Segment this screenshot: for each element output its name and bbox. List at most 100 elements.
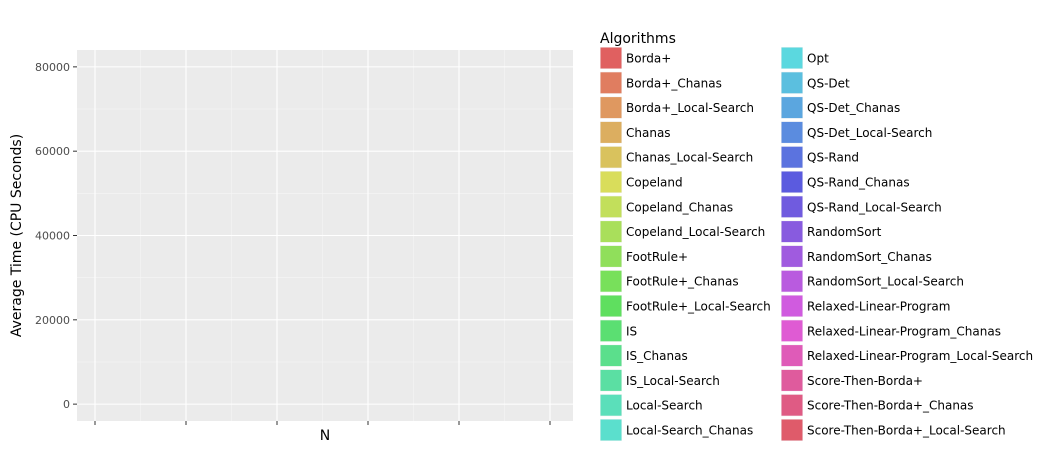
legend-label: FootRule+_Chanas	[626, 275, 739, 289]
legend-label: Score-Then-Borda+_Chanas	[807, 399, 974, 413]
legend-swatch	[600, 171, 622, 193]
legend-item: Local-Search_Chanas	[600, 419, 753, 441]
legend-swatch	[781, 221, 803, 243]
legend-label: Borda+	[626, 52, 671, 66]
legend-item: RandomSort_Chanas	[781, 245, 932, 268]
legend-swatch	[600, 345, 622, 367]
legend-item: IS_Local-Search	[600, 369, 720, 392]
legend-swatch	[600, 419, 622, 441]
y-tick-label: 40000	[35, 230, 70, 243]
legend-label: Copeland_Chanas	[626, 200, 733, 214]
legend-item: Score-Then-Borda+	[781, 369, 923, 392]
legend-item: RandomSort	[781, 220, 882, 243]
y-tick-label: 60000	[35, 145, 70, 158]
legend-label: Opt	[807, 52, 829, 66]
legend-title: Algorithms	[600, 31, 676, 47]
major-grid	[77, 50, 573, 421]
legend-label: Local-Search_Chanas	[626, 424, 753, 438]
legend-swatch	[781, 47, 803, 69]
legend: Algorithms Borda+ Borda+_Chanas Borda+_Loc…	[600, 31, 1033, 441]
legend-label: Relaxed-Linear-Program_Chanas	[807, 324, 1001, 338]
legend-swatch	[781, 245, 803, 267]
legend-swatch	[600, 295, 622, 317]
y-axis-title: Average Time (CPU Seconds)	[9, 134, 25, 337]
legend-label: Copeland	[626, 176, 683, 190]
x-axis	[94, 421, 551, 425]
legend-swatch	[781, 369, 803, 391]
legend-label: Relaxed-Linear-Program	[807, 300, 950, 314]
legend-item: QS-Rand_Chanas	[781, 171, 910, 193]
y-tick-label: 80000	[35, 61, 70, 74]
legend-swatch	[781, 295, 803, 317]
legend-item: Borda+_Local-Search	[600, 96, 754, 119]
legend-swatch	[600, 97, 622, 119]
legend-item: Score-Then-Borda+_Chanas	[781, 394, 974, 417]
legend-label: QS-Rand_Local-Search	[807, 200, 942, 214]
legend-swatch	[600, 320, 622, 342]
legend-swatch	[781, 97, 803, 119]
legend-swatch	[781, 196, 803, 218]
legend-swatch	[600, 221, 622, 243]
legend-swatch	[781, 72, 803, 94]
legend-label: RandomSort_Chanas	[807, 250, 932, 264]
legend-item: Borda+	[600, 47, 671, 69]
legend-item: FootRule+_Chanas	[600, 270, 739, 293]
legend-item: Score-Then-Borda+_Local-Search	[781, 419, 1006, 441]
legend-swatch	[781, 394, 803, 416]
legend-swatch	[600, 394, 622, 416]
legend-item: Copeland	[600, 171, 683, 193]
legend-label: QS-Rand_Chanas	[807, 176, 910, 190]
legend-item: QS-Det	[781, 71, 850, 94]
legend-label: FootRule+	[626, 250, 688, 264]
legend-label: Copeland_Local-Search	[626, 225, 765, 239]
legend-swatch	[781, 345, 803, 367]
legend-item: IS	[600, 319, 637, 342]
legend-item: QS-Rand	[781, 146, 859, 169]
legend-label: IS_Chanas	[626, 349, 688, 363]
legend-swatch	[781, 270, 803, 292]
y-tick-label: 0	[63, 398, 70, 411]
legend-label: Borda+_Chanas	[626, 76, 722, 90]
legend-swatch	[600, 146, 622, 168]
legend-swatch	[600, 47, 622, 69]
legend-item: Opt	[781, 47, 829, 69]
legend-swatch	[781, 121, 803, 143]
legend-item: Chanas_Local-Search	[600, 146, 753, 169]
legend-label: RandomSort_Local-Search	[807, 275, 964, 289]
legend-label: Borda+_Local-Search	[626, 101, 754, 115]
legend-swatch	[600, 270, 622, 292]
legend-item: Borda+_Chanas	[600, 71, 722, 94]
x-axis-title: N	[320, 428, 330, 444]
legend-label: Chanas_Local-Search	[626, 151, 753, 165]
y-tick-label: 20000	[35, 314, 70, 327]
legend-swatch	[781, 320, 803, 342]
legend-label: FootRule+_Local-Search	[626, 300, 771, 314]
legend-label: IS_Local-Search	[626, 374, 720, 388]
legend-label: Score-Then-Borda+_Local-Search	[807, 424, 1006, 438]
legend-item: Chanas	[600, 121, 671, 144]
legend-swatch	[781, 146, 803, 168]
legend-label: Chanas	[626, 126, 671, 140]
legend-item: IS_Chanas	[600, 344, 688, 367]
legend-item: QS-Rand_Local-Search	[781, 195, 942, 218]
legend-swatch	[781, 171, 803, 193]
legend-item: Copeland_Chanas	[600, 195, 733, 218]
legend-item: QS-Det_Local-Search	[781, 121, 932, 144]
legend-label: QS-Det_Chanas	[807, 101, 900, 115]
legend-label: Score-Then-Borda+	[807, 374, 923, 388]
legend-swatch	[600, 121, 622, 143]
y-axis: 0 20000 40000 60000 80000	[35, 61, 77, 411]
legend-item: FootRule+_Local-Search	[600, 295, 771, 317]
legend-label: QS-Rand	[807, 151, 859, 165]
legend-item: Relaxed-Linear-Program_Local-Search	[781, 344, 1033, 367]
legend-swatch	[600, 369, 622, 391]
legend-swatch	[600, 245, 622, 267]
legend-item: Copeland_Local-Search	[600, 220, 765, 243]
plot-area	[77, 50, 573, 421]
legend-item: Relaxed-Linear-Program_Chanas	[781, 319, 1001, 342]
legend-item: Local-Search	[600, 394, 703, 417]
legend-swatch	[600, 196, 622, 218]
legend-items: Borda+ Borda+_Chanas Borda+_Local-Search Ch…	[600, 47, 1033, 441]
legend-swatch	[600, 72, 622, 94]
